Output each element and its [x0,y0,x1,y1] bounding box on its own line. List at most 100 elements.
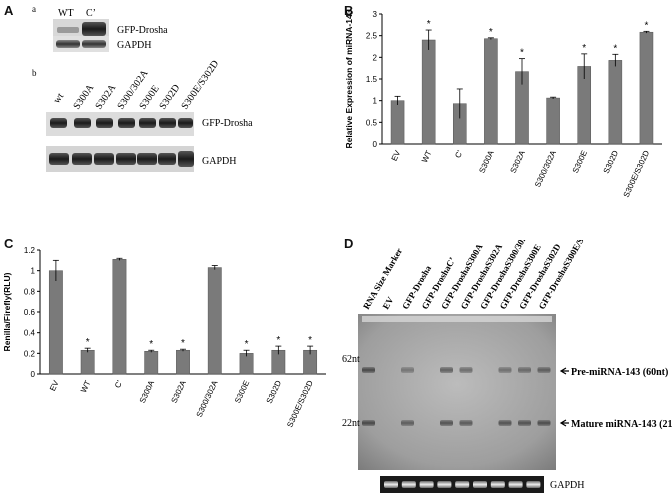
top-gapdh-label: GAPDH [117,40,151,51]
pre-mirna-band [440,367,453,373]
mature-mirna-arrow [559,419,569,427]
bar [144,351,159,375]
x-tick-label: EV [390,148,403,162]
pre-mirna-band [459,367,473,373]
x-tick-label: WT [420,149,433,164]
x-tick-label: S300E [571,149,589,175]
gapdh-band [401,481,416,488]
y-tick-label: 2 [373,53,378,62]
x-tick-label: S300E/S302D [622,149,652,199]
lane-label: wt [51,91,66,106]
significance-marker: * [613,43,617,54]
bar [390,100,405,145]
bar [112,259,127,375]
bar [176,349,190,375]
lane-label: S300E/S302D [179,59,221,112]
mature-mirna-band [518,420,531,426]
y-tick-label: 1 [373,97,378,106]
gapdh-band [490,481,505,488]
gapdh-band [437,481,452,488]
pre-mirna-band [362,367,375,373]
mature-mirna-band [362,420,375,426]
y-tick-label: 1.2 [24,246,36,255]
x-tick-label: WT [79,379,92,394]
significance-marker: * [245,339,249,350]
x-tick-label: S300E [233,379,251,405]
x-tick-label: S302D [602,149,621,175]
x-tick-label: S302D [265,379,284,405]
significance-marker: * [520,48,524,59]
pre-mirna-band [537,367,551,373]
mature-mirna-band [401,420,414,426]
y-tick-label: 0.6 [24,308,36,317]
x-tick-label: EV [48,378,61,392]
significance-marker: * [582,43,586,54]
bar [207,267,222,375]
sub-b-label: b [32,68,37,78]
y-tick-label: 0.8 [24,287,36,296]
pre-mirna-band [401,367,414,373]
y-axis-title: Relative Expression of miRNA-143 [344,9,354,148]
gel-lane-label: EV [381,295,396,311]
top-gfp-label: GFP-Drosha [117,25,168,36]
panel-b-label: B [344,3,354,18]
gapdh-band [455,481,470,488]
x-tick-label: C' [453,149,464,160]
x-tick-label: S300/302A [533,148,558,188]
significance-marker: * [644,20,648,31]
significance-marker: * [489,27,493,38]
y-tick-label: 0 [31,370,36,379]
significance-marker: * [276,335,280,346]
bar [239,353,254,375]
y-tick-label: 0.5 [366,118,378,127]
significance-marker: * [86,337,90,348]
bar [48,270,63,375]
x-tick-label: S300E/S302D [285,379,315,429]
y-tick-label: 0 [373,140,378,149]
bar [546,97,560,145]
lane-label-wt: WT [58,8,74,19]
x-tick-label: S300A [138,378,157,404]
y-tick-label: 0.4 [24,329,36,338]
y-tick-label: 1.5 [366,75,378,84]
gapdh-label: GAPDH [550,480,584,491]
mature-mirna-band [440,420,453,426]
x-tick-label: C' [113,379,124,390]
panel-a-blots: a WT C’ GFP-Drosha GAPDH b wt S300A S302… [32,4,253,172]
mature-mirna-annotation: Mature miRNA-143 (21nt) [571,419,672,430]
y-tick-label: 1 [31,267,36,276]
significance-marker: * [149,339,153,350]
gapdh-band [473,481,487,488]
northern-gel [358,314,556,470]
significance-marker: * [308,335,312,346]
gapdh-band [508,481,523,488]
bottom-lane-labels: wt S300A S302A S300/302A S300E S302D S30… [51,59,221,112]
mature-mirna-band [537,420,551,426]
pre-mirna-band [498,367,512,373]
y-axis-title: Renilla/Firefly(RLU) [2,272,12,351]
gapdh-band [384,481,398,488]
bar [421,39,436,145]
x-tick-label: S302A [508,148,527,174]
chart-c: 0 0.2 0.4 0.6 0.8 1 1.2 Renilla/Firefly(RLU) EV *… [2,246,326,429]
gapdh-band [419,481,434,488]
x-tick-label: S302A [169,378,188,404]
pre-mirna-annotation: Pre-miRNA-143 (60nt) [571,367,668,378]
y-tick-label: 2.5 [366,32,378,41]
panel-a-label: A [4,3,14,18]
panel-d-label: D [344,236,354,251]
lane-label: S302A [93,82,118,112]
marker-22nt: 22nt [342,418,360,429]
x-tick-label: S300A [477,148,496,174]
gapdh-band [526,481,541,488]
pre-mirna-arrow [559,367,569,375]
sub-a-label: a [32,4,36,14]
marker-62nt: 62nt [342,354,360,365]
bar [639,31,654,145]
pre-mirna-band [518,367,531,373]
bottom-gfp-label: GFP-Drosha [202,118,253,129]
y-tick-label: 0.2 [24,349,36,358]
y-tick-label: 3 [373,10,378,19]
significance-marker: * [427,19,431,30]
